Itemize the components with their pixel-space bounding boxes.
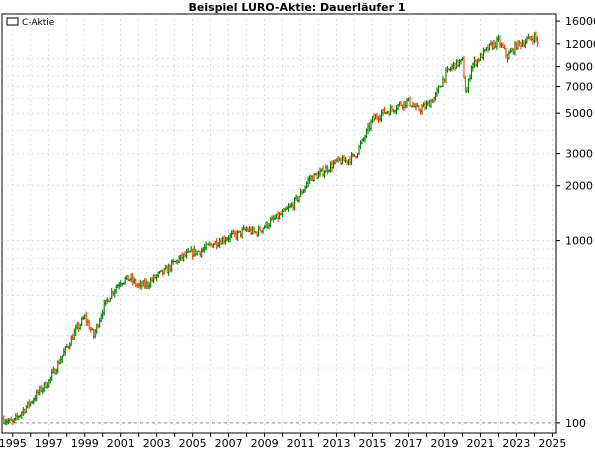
y-tick-label: 12000 (565, 38, 595, 51)
y-tick-label: 100 (565, 417, 586, 430)
y-tick-label: 2000 (565, 180, 593, 193)
legend-swatch (6, 17, 19, 26)
x-tick-label: 2001 (107, 437, 135, 450)
x-tick-label: 2009 (251, 437, 279, 450)
x-tick-label: 2005 (179, 437, 207, 450)
plot-area (1, 13, 557, 434)
x-tick-label: 1995 (0, 437, 27, 450)
x-tick-label: 2013 (323, 437, 351, 450)
legend-label: C-Aktie (22, 18, 55, 28)
x-tick-label: 2023 (502, 437, 530, 450)
x-axis: 1995 1997 1999 2001 2003 2005 2007 2009 2011 2013… (0, 433, 566, 450)
legend: C-Aktie (6, 17, 55, 28)
y-axis: 100 1000 2000 3000 5000 7000 9000 12000 16000 (556, 15, 595, 430)
y-tick-label: 9000 (565, 61, 593, 74)
y-tick-label: 16000 (565, 15, 595, 28)
x-tick-label: 1997 (35, 437, 63, 450)
y-tick-label: 1000 (565, 235, 593, 248)
x-tick-label: 2021 (466, 437, 494, 450)
x-tick-label: 2003 (143, 437, 171, 450)
y-tick-label: 7000 (565, 81, 593, 94)
chart-title: Beispiel LURO-Aktie: Dauerläufer 1 (188, 1, 405, 14)
x-tick-label: 2025 (538, 437, 566, 450)
x-tick-label: 2007 (215, 437, 243, 450)
y-tick-label: 3000 (565, 148, 593, 161)
series-c-aktie (2, 31, 539, 426)
x-tick-label: 2015 (359, 437, 387, 450)
y-tick-label: 5000 (565, 107, 593, 120)
plot-frame (1, 13, 557, 434)
x-tick-label: 2017 (395, 437, 423, 450)
x-tick-label: 2019 (430, 437, 458, 450)
x-tick-label: 1999 (71, 437, 99, 450)
x-tick-label: 2011 (287, 437, 315, 450)
